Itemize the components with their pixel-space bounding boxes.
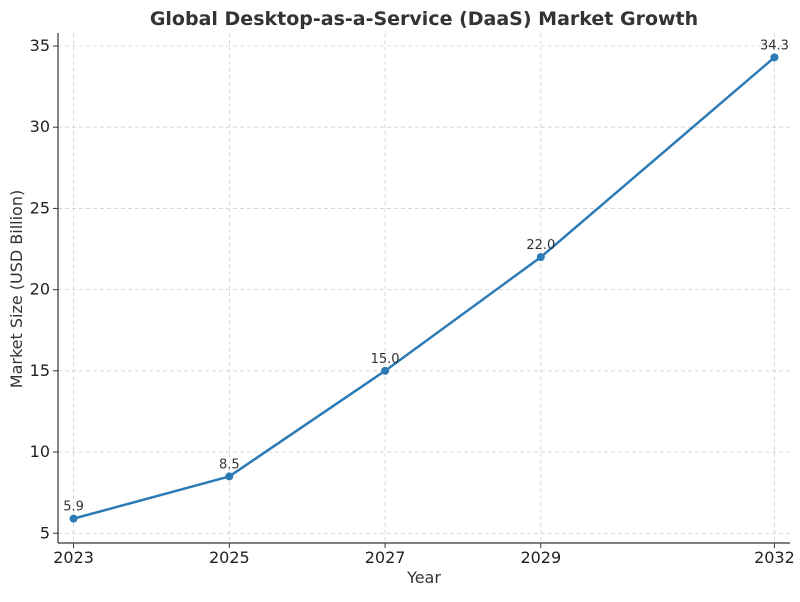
y-tick-label: 25 xyxy=(30,198,50,217)
x-tick-label: 2027 xyxy=(365,548,406,567)
y-tick-label: 10 xyxy=(30,442,50,461)
y-axis-label: Market Size (USD Billion) xyxy=(7,190,26,388)
x-axis-label: Year xyxy=(406,568,441,587)
x-tick-label: 2025 xyxy=(209,548,250,567)
data-labels: 5.9 8.5 15.0 22.0 34.3 xyxy=(63,38,789,514)
data-label: 22.0 xyxy=(526,238,555,253)
chart-title: Global Desktop-as-a-Service (DaaS) Marke… xyxy=(150,8,698,30)
series xyxy=(69,53,779,523)
y-tick-label: 30 xyxy=(30,117,50,136)
x-tick-label: 2029 xyxy=(520,548,561,567)
data-label: 34.3 xyxy=(760,38,789,53)
data-point xyxy=(69,514,78,523)
data-point xyxy=(770,53,779,62)
data-point xyxy=(536,253,545,262)
data-point xyxy=(225,472,234,481)
data-label: 5.9 xyxy=(63,500,84,515)
data-point xyxy=(381,366,390,375)
series-line xyxy=(73,56,776,520)
data-label: 8.5 xyxy=(219,457,240,472)
grid xyxy=(58,33,790,543)
y-tick-label: 35 xyxy=(30,36,50,55)
y-tick-label: 15 xyxy=(30,361,50,380)
x-tick-label: 2023 xyxy=(53,548,94,567)
y-tick-label: 5 xyxy=(40,523,50,542)
x-tick-label: 2032 xyxy=(754,548,795,567)
data-label: 15.0 xyxy=(371,352,400,367)
y-tick-label: 20 xyxy=(30,280,50,299)
